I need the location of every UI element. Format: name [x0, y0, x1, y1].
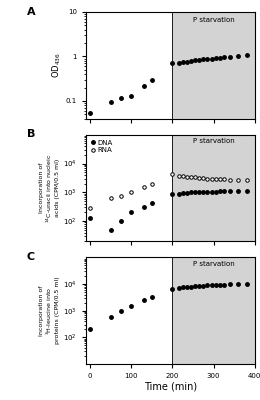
Text: B: B: [27, 129, 35, 139]
RNA: [88, 206, 92, 211]
Line: RNA: RNA: [88, 182, 153, 210]
RNA: [142, 185, 145, 190]
Y-axis label: Incorporation of
$^{3}$H-leucine into
proteins (CPM/0.5 ml): Incorporation of $^{3}$H-leucine into pr…: [39, 277, 60, 344]
Text: P starvation: P starvation: [192, 260, 234, 266]
Line: DNA: DNA: [88, 202, 153, 232]
Text: P starvation: P starvation: [192, 17, 234, 23]
Y-axis label: OD$_{436}$: OD$_{436}$: [50, 52, 63, 78]
DNA: [142, 204, 145, 209]
DNA: [109, 228, 112, 232]
Text: P starvation: P starvation: [192, 138, 234, 144]
DNA: [129, 210, 133, 215]
Bar: [172, 12, 260, 119]
RNA: [129, 190, 133, 195]
X-axis label: Time (min): Time (min): [144, 382, 197, 392]
Text: A: A: [27, 7, 35, 17]
Bar: [172, 257, 260, 364]
RNA: [109, 195, 112, 200]
Legend: DNA, RNA: DNA, RNA: [91, 139, 113, 154]
DNA: [119, 219, 122, 224]
DNA: [150, 201, 153, 206]
RNA: [150, 181, 153, 186]
Bar: [172, 135, 260, 241]
Text: C: C: [27, 252, 35, 262]
Y-axis label: Incorporation of
$^{14}$C-uracil into nucleic
acids (CPM/0.5 ml): Incorporation of $^{14}$C-uracil into nu…: [39, 153, 60, 223]
RNA: [119, 194, 122, 198]
DNA: [88, 216, 92, 220]
